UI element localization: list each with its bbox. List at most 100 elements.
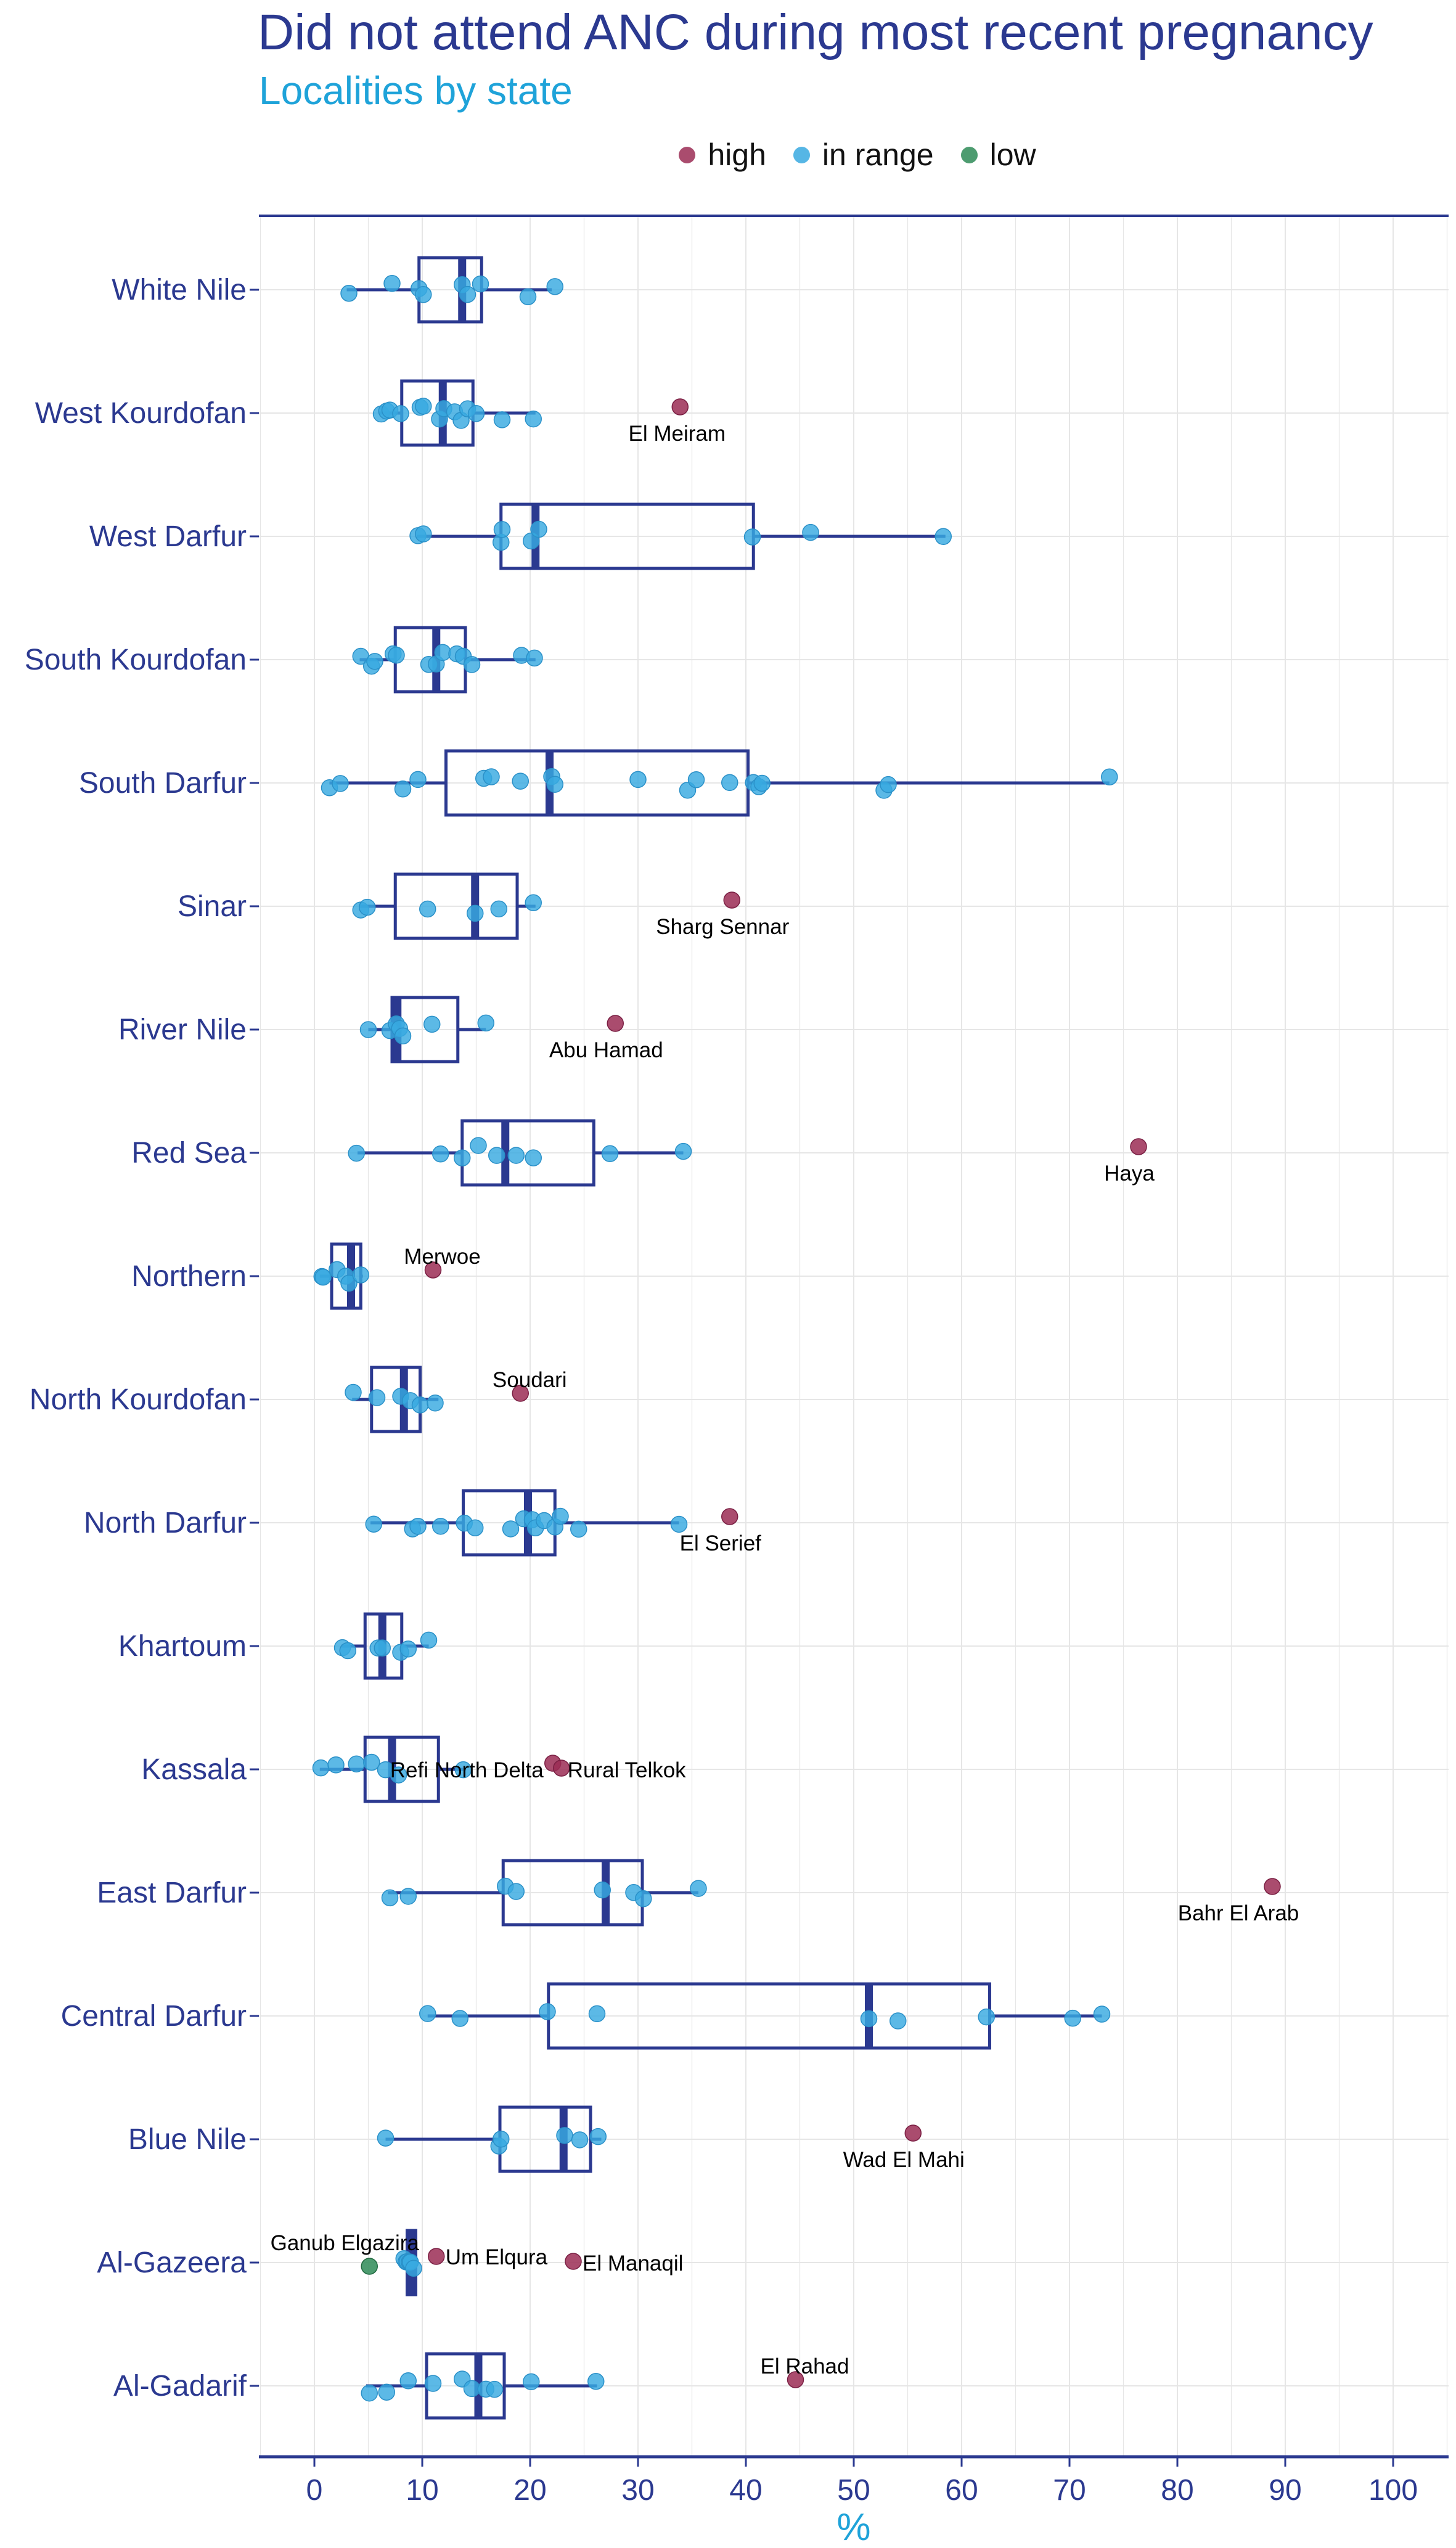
data-point-in-range	[409, 771, 427, 789]
data-point-in-range	[802, 523, 819, 541]
data-point-in-range	[978, 2008, 995, 2026]
data-point-in-range	[493, 2131, 510, 2148]
outlier-label: El Rahad	[761, 2354, 849, 2378]
y-tick-label: North Kourdofan	[30, 1383, 247, 1416]
x-tick-label: 100	[1368, 2474, 1418, 2507]
data-point-in-range	[467, 405, 485, 422]
y-tick-label: South Darfur	[79, 767, 247, 800]
x-tick-label: 10	[406, 2474, 438, 2507]
data-point-in-range	[363, 1753, 380, 1771]
data-point-in-range	[348, 1144, 365, 1162]
outlier-label: El Serief	[680, 1531, 762, 1555]
data-point-in-range	[415, 286, 432, 303]
data-point-in-range	[571, 2131, 589, 2149]
x-axis-title: %	[836, 2506, 870, 2548]
data-point-in-range	[368, 1389, 386, 1406]
y-tick-label: Central Darfur	[61, 2000, 247, 2033]
data-point-in-range	[359, 1021, 377, 1038]
data-point-in-range	[399, 2372, 417, 2390]
data-point-in-range	[470, 1137, 487, 1154]
chart-title: Did not attend ANC during most recent pr…	[258, 4, 1373, 60]
legend-label-high: high	[708, 137, 766, 172]
data-point-high	[1264, 1878, 1281, 1895]
data-point-in-range	[467, 1519, 484, 1537]
legend-label-in-range: in range	[822, 137, 934, 172]
data-point-in-range	[552, 1507, 569, 1525]
data-point-high	[607, 1015, 624, 1032]
x-tick-label: 40	[729, 2474, 762, 2507]
outlier-label: Sharg Sennar	[656, 915, 789, 939]
data-point-low	[361, 2258, 378, 2275]
data-point-high	[424, 1261, 442, 1279]
data-point-in-range	[525, 410, 542, 428]
data-point-high	[1130, 1138, 1147, 1155]
data-point-in-range	[546, 776, 563, 793]
y-tick-label: Al-Gazeera	[97, 2247, 247, 2279]
data-point-in-range	[405, 2259, 422, 2277]
data-point-in-range	[556, 2127, 573, 2144]
outlier-label: El Manaqil	[583, 2251, 683, 2276]
data-point-high	[904, 2124, 922, 2142]
outlier-label: Um Elqura	[446, 2245, 548, 2269]
box-iqr	[393, 872, 519, 940]
y-tick-label: Kassala	[141, 1753, 247, 1786]
y-tick-label: West Darfur	[89, 520, 247, 553]
data-point-in-range	[690, 1880, 707, 1897]
data-point-in-range	[394, 780, 412, 798]
data-point-in-range	[525, 894, 542, 911]
data-point-in-range	[502, 1520, 520, 1538]
data-point-in-range	[629, 771, 647, 789]
data-point-in-range	[493, 411, 511, 428]
x-tick-label: 0	[306, 2474, 323, 2507]
data-point-in-range	[399, 1888, 417, 1905]
outlier-label: Bahr El Arab	[1178, 1901, 1299, 1925]
x-tick-label: 30	[621, 2474, 654, 2507]
data-point-in-range	[419, 900, 436, 918]
data-point-in-range	[394, 1027, 412, 1045]
data-point-high	[553, 1759, 570, 1777]
y-tick-label: East Darfur	[97, 1877, 247, 1909]
data-point-in-range	[423, 1015, 441, 1033]
data-point-in-range	[327, 1756, 345, 1774]
data-point-in-range	[352, 1266, 369, 1284]
data-point-in-range	[340, 1274, 358, 1292]
data-point-in-range	[493, 521, 511, 538]
data-point-in-range	[512, 772, 529, 790]
y-tick-label: River Nile	[118, 1014, 247, 1046]
legend-dot-high	[679, 146, 696, 163]
outlier-label: Ganub Elgazira	[271, 2231, 420, 2255]
data-point-in-range	[721, 774, 738, 792]
data-point-in-range	[488, 1147, 505, 1164]
y-tick-label: Blue Nile	[128, 2123, 247, 2156]
legend-item-in-range: in range	[793, 137, 934, 173]
data-point-in-range	[546, 278, 563, 295]
data-point-in-range	[483, 768, 500, 785]
data-point-in-range	[374, 1639, 391, 1657]
data-point-in-range	[588, 2005, 606, 2023]
data-point-in-range	[519, 288, 537, 306]
data-point-in-range	[392, 405, 409, 422]
data-point-high	[723, 891, 740, 909]
x-tick-label: 80	[1161, 2474, 1193, 2507]
outlier-label: El Meiram	[628, 422, 726, 446]
y-tick-label: Al-Gadarif	[113, 2370, 247, 2403]
legend-dot-low	[960, 146, 978, 163]
data-point-in-range	[523, 2373, 540, 2391]
data-point-in-range	[463, 656, 481, 673]
legend-item-high: high	[679, 137, 766, 173]
data-point-in-range	[432, 1145, 449, 1163]
data-point-in-range	[530, 520, 547, 538]
data-point-in-range	[420, 1631, 438, 1649]
data-point-in-range	[507, 1147, 525, 1164]
data-point-in-range	[424, 2375, 442, 2392]
data-point-in-range	[361, 2384, 378, 2402]
data-point-in-range	[890, 2012, 907, 2030]
data-point-in-range	[365, 1515, 382, 1533]
data-point-in-range	[467, 904, 484, 922]
data-point-in-range	[594, 1881, 611, 1899]
data-point-in-range	[377, 2129, 395, 2147]
data-point-in-range	[635, 1890, 652, 1907]
data-point-in-range	[486, 2380, 503, 2398]
data-point-in-range	[409, 1518, 427, 1535]
outlier-label: Haya	[1104, 1161, 1155, 1186]
